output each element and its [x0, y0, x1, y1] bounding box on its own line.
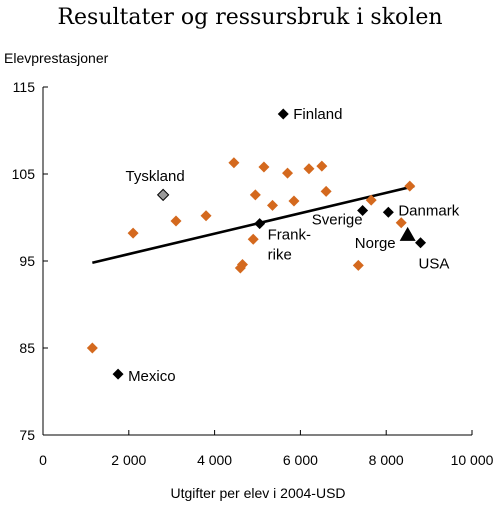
- point-usa: [415, 237, 427, 249]
- point-sverige: [357, 205, 369, 217]
- label-frankrike: Frank-rike: [268, 227, 311, 264]
- data-point: [236, 258, 248, 270]
- data-point: [127, 227, 139, 239]
- y-axis-label: Elevprestasjoner: [4, 50, 109, 66]
- trendline: [92, 184, 415, 265]
- data-point: [352, 259, 364, 271]
- country-labels-group: FinlandTysklandFrank-rikeSverigeDanmarkN…: [126, 106, 460, 385]
- point-tyskland: [156, 188, 170, 202]
- data-point: [282, 167, 294, 179]
- x-axis-label: Utgifter per elev i 2004-USD: [170, 485, 345, 501]
- data-point: [316, 160, 328, 172]
- trendline-group: [92, 184, 415, 265]
- y-tick-label: 85: [19, 340, 35, 356]
- point-norge: [399, 226, 416, 241]
- y-tick-label: 115: [13, 79, 36, 95]
- axes: 75 85 95 105 115 0 2 000 4 000 6 000 8 000 10 000: [12, 79, 494, 468]
- x-tick-label: 8 000: [369, 452, 404, 468]
- data-point: [258, 161, 270, 173]
- label-frankrike-line: Frank-: [268, 227, 311, 244]
- label-tyskland: Tyskland: [126, 168, 185, 185]
- label-finland: Finland: [293, 106, 342, 123]
- point-frankrike: [254, 218, 266, 230]
- data-point: [170, 215, 182, 227]
- data-point: [267, 199, 279, 211]
- x-tick-label: 6 000: [283, 452, 318, 468]
- label-norge: Norge: [355, 235, 396, 252]
- data-point: [303, 163, 315, 175]
- data-point: [404, 180, 416, 192]
- data-point: [228, 157, 240, 169]
- x-tick-label: 0: [39, 452, 47, 468]
- y-tick-label: 75: [19, 427, 35, 443]
- x-tick-label: 10 000: [451, 452, 494, 468]
- point-mexico: [112, 368, 124, 380]
- data-point: [320, 185, 332, 197]
- points-group: [86, 157, 416, 354]
- label-sverige: Sverige: [312, 212, 363, 229]
- label-mexico: Mexico: [128, 368, 176, 385]
- x-tick-label: 4 000: [197, 452, 232, 468]
- data-point: [288, 195, 300, 207]
- point-danmark: [382, 206, 394, 218]
- data-point: [247, 233, 259, 245]
- x-tick-label: 2 000: [111, 452, 146, 468]
- label-usa: USA: [419, 256, 450, 273]
- data-point: [200, 210, 212, 222]
- highlighted-points-group: [112, 108, 427, 380]
- data-point: [365, 194, 377, 206]
- chart-title: Resultater og ressursbruk i skolen: [57, 5, 442, 30]
- label-danmark: Danmark: [398, 202, 459, 219]
- label-frankrike-line: rike: [268, 247, 292, 264]
- data-point: [395, 217, 407, 229]
- data-point: [249, 189, 261, 201]
- point-finland: [277, 108, 289, 120]
- data-point: [86, 342, 98, 354]
- y-tick-label: 95: [19, 253, 35, 269]
- y-tick-label: 105: [12, 166, 36, 182]
